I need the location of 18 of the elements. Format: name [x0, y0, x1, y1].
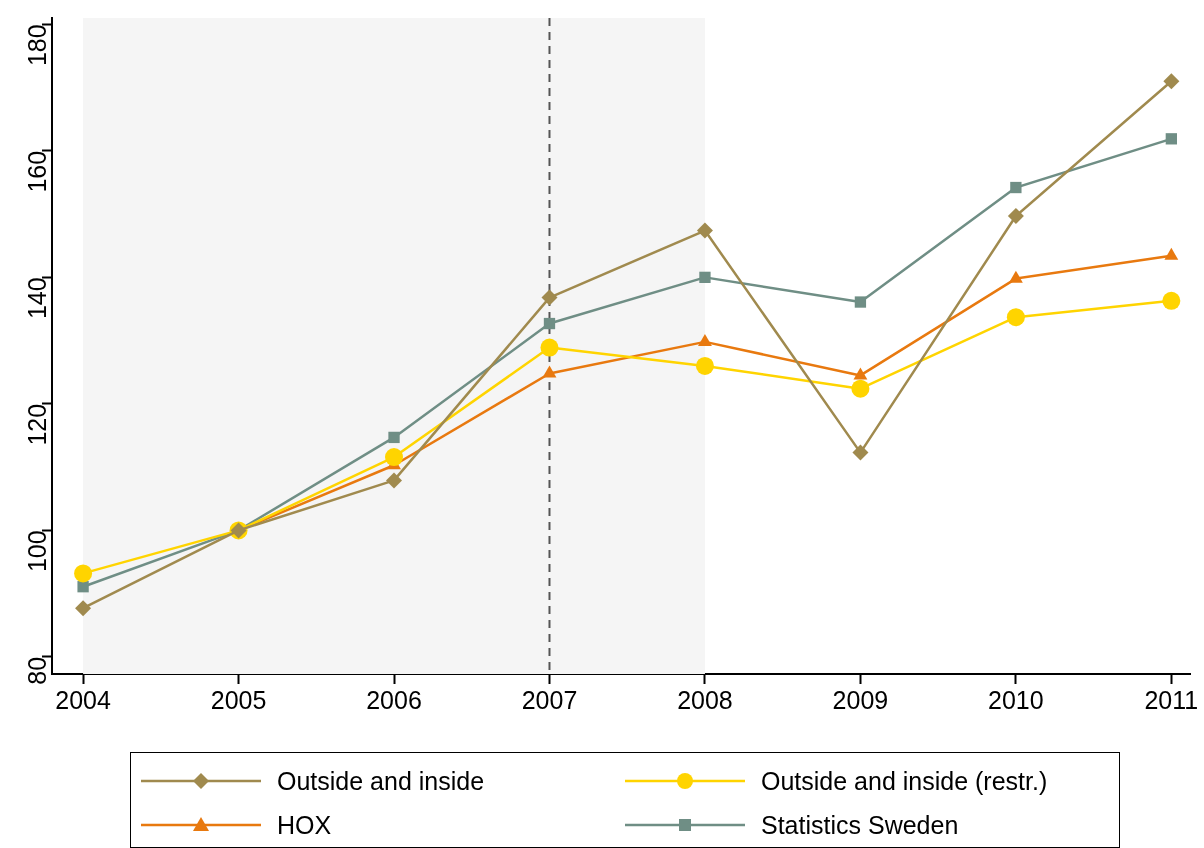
- legend-label: Statistics Sweden: [761, 810, 959, 840]
- x-tick-label: 2006: [366, 685, 422, 714]
- legend-label: HOX: [277, 810, 332, 840]
- legend-label: Outside and inside (restr.): [761, 766, 1048, 796]
- x-tick-label: 2010: [988, 685, 1044, 714]
- y-tick-label: 180: [22, 24, 51, 67]
- y-tick-label: 100: [22, 530, 51, 573]
- x-tick-label: 2011: [1144, 685, 1199, 714]
- x-tick-label: 2005: [210, 685, 267, 714]
- x-tick-label: 2007: [521, 685, 578, 714]
- x-tick-label: 2009: [832, 685, 889, 714]
- legend-label: Outside and inside: [277, 766, 485, 796]
- y-tick-label: 120: [22, 403, 51, 446]
- x-tick-label: 2008: [677, 685, 733, 714]
- y-tick-label: 80: [22, 656, 51, 685]
- x-tick-label: 2004: [55, 685, 111, 714]
- y-tick-label: 160: [22, 150, 51, 193]
- y-tick-label: 140: [22, 277, 51, 320]
